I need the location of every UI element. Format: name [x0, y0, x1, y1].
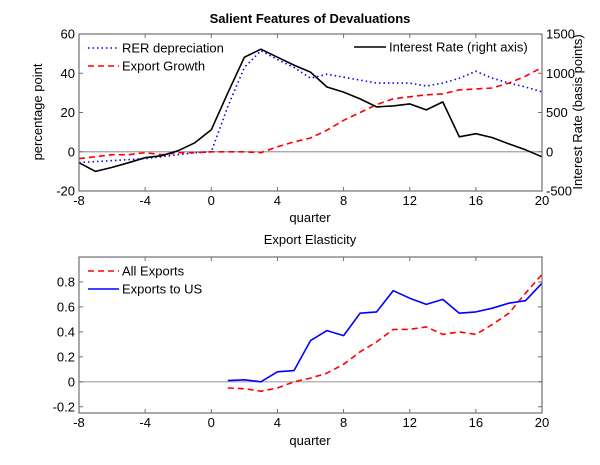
- y-tick-label: 60: [61, 27, 75, 42]
- x-tick-label: 12: [402, 193, 416, 208]
- series-line-all-exports: [227, 273, 543, 393]
- x-tick-label: 20: [535, 415, 549, 430]
- plot-area: [79, 273, 543, 393]
- y-tick-label: 0.4: [57, 324, 75, 339]
- series-line-export-growth: [78, 66, 543, 160]
- x-tick-label: 4: [274, 415, 281, 430]
- y-tick-label: 0.2: [57, 349, 75, 364]
- legend-label-rer: RER depreciation: [122, 41, 224, 56]
- x-tick-label: -4: [139, 415, 151, 430]
- panel-export-elasticity: Export Elasticity -8 -4 0 4 8 12 16 20 -0.2 0 0.2 0…: [53, 232, 550, 448]
- x-tick-label: 16: [469, 193, 483, 208]
- series-line-rer-depreciation: [78, 49, 543, 164]
- chart-title: Export Elasticity: [264, 232, 357, 247]
- x-tick-label: -8: [73, 193, 85, 208]
- y-axis-label: percentage point: [30, 63, 45, 160]
- legend-label-export-growth: Export Growth: [122, 59, 205, 74]
- x-tick-label: -4: [139, 193, 151, 208]
- x-tick-label: 0: [208, 415, 215, 430]
- series-line-interest-rate-right-axis: [78, 48, 543, 173]
- x-tick-label: 4: [274, 193, 281, 208]
- y-tick-label-right: -500: [546, 184, 572, 199]
- y-tick-label: 0.6: [57, 299, 75, 314]
- x-axis-label: quarter: [289, 433, 331, 448]
- legend-label-interest-rate: Interest Rate (right axis): [389, 40, 528, 55]
- y-tick-label-right: 1000: [546, 66, 575, 81]
- legend-right: Interest Rate (right axis): [354, 40, 528, 55]
- y-tick-label: -0.2: [53, 399, 75, 414]
- y-axis-label-right: Interest Rate (basis points): [570, 34, 585, 189]
- panel-salient-features: Salient Features of Devaluations -8 -4 0 4 8…: [30, 11, 585, 225]
- x-tick-label: 16: [469, 415, 483, 430]
- legend-left: RER depreciation Export Growth: [88, 41, 224, 74]
- plot-area: [78, 48, 543, 173]
- y-tick-label-right: 0: [546, 144, 553, 159]
- x-tick-label: 8: [340, 193, 347, 208]
- x-tick-label: 0: [208, 193, 215, 208]
- y-tick-label: 0: [68, 144, 75, 159]
- y-tick-label-right: 500: [546, 105, 568, 120]
- x-tick-label: -8: [73, 415, 85, 430]
- x-tick-label: 12: [402, 415, 416, 430]
- y-tick-label: -20: [56, 184, 75, 199]
- legend-label-all-exports: All Exports: [122, 264, 185, 279]
- axes: -8 -4 0 4 8 12 16 20 -20 0 20 40 60 -500 0 500 1000 1500: [56, 27, 575, 209]
- x-axis-label: quarter: [289, 210, 331, 225]
- series-line-exports-to-us: [227, 282, 543, 383]
- x-tick-label: 20: [535, 193, 549, 208]
- y-tick-label: 40: [61, 66, 75, 81]
- axes-frame: [78, 256, 543, 414]
- y-tick-label-right: 1500: [546, 27, 575, 42]
- chart-title: Salient Features of Devaluations: [210, 11, 411, 26]
- y-tick-label: 20: [61, 105, 75, 120]
- y-tick-label: 0: [68, 374, 75, 389]
- y-tick-label: 0.8: [57, 274, 75, 289]
- axes: -8 -4 0 4 8 12 16 20 -0.2 0 0.2 0.4 0.6 0.8: [53, 256, 549, 430]
- legend: All Exports Exports to US: [88, 264, 203, 297]
- legend-label-exports-to-us: Exports to US: [122, 282, 203, 297]
- x-tick-label: 8: [340, 415, 347, 430]
